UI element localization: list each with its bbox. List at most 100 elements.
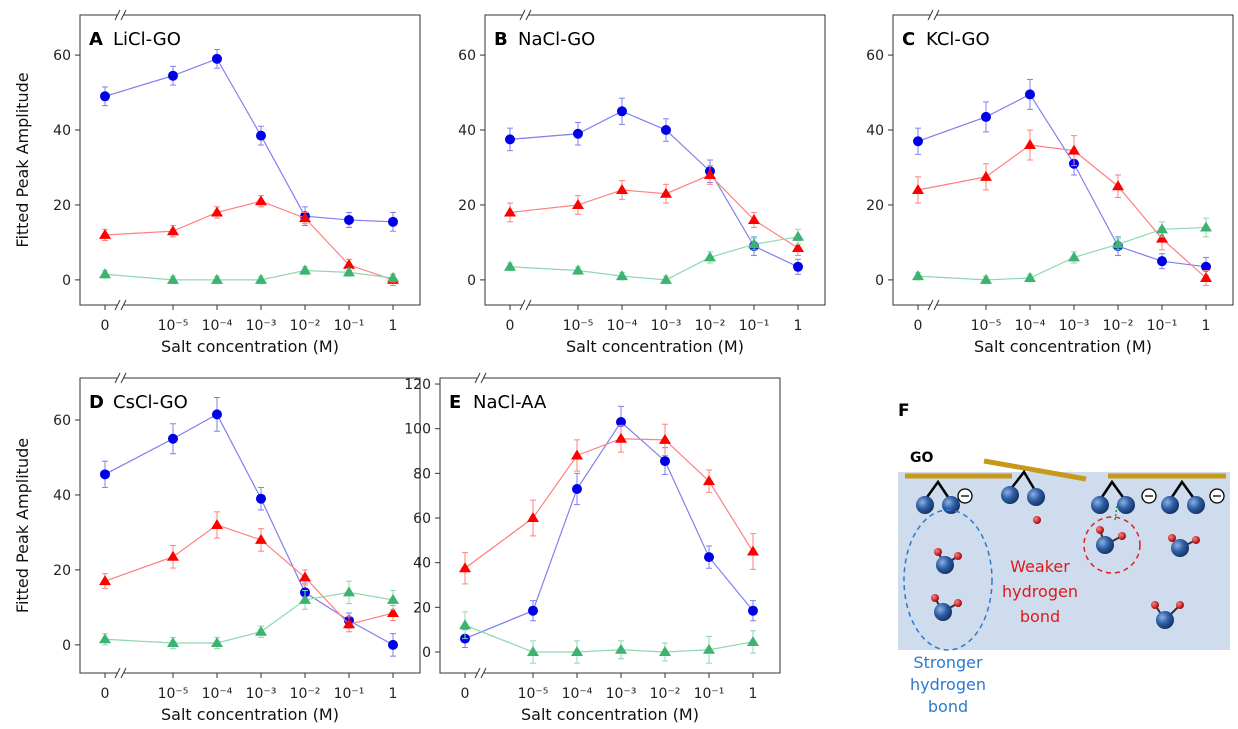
axis-break-gap	[931, 13, 936, 17]
panel-label: E	[449, 392, 461, 413]
axis-break	[927, 299, 934, 311]
point	[748, 605, 758, 616]
axis-break-gap	[523, 13, 528, 17]
point	[526, 512, 539, 523]
point	[1111, 180, 1124, 191]
point	[342, 618, 355, 629]
axis-break	[120, 667, 127, 679]
point	[167, 70, 178, 81]
point	[1023, 139, 1036, 150]
x-tick-label: 10⁻⁴	[562, 686, 593, 702]
y-tick-label: 0	[467, 273, 476, 289]
y-tick-label: 0	[875, 273, 884, 289]
point	[703, 251, 716, 262]
point	[615, 270, 628, 281]
y-tick-label: 40	[458, 123, 476, 139]
x-tick-label: 0	[506, 318, 515, 334]
axis-break-gap	[118, 376, 123, 380]
point	[298, 264, 311, 275]
series-line	[104, 58, 394, 223]
point	[166, 550, 179, 561]
point	[570, 449, 583, 460]
point	[659, 273, 672, 284]
point	[912, 270, 924, 281]
y-tick-label: 20	[53, 198, 71, 214]
axis-break	[120, 299, 127, 311]
point	[1200, 272, 1212, 283]
point	[99, 228, 111, 239]
x-tick-label: 0	[461, 686, 470, 702]
panel-label: A	[89, 29, 103, 50]
plot-frame	[79, 377, 421, 674]
point	[616, 106, 627, 117]
x-tick-label: 10⁻¹	[334, 686, 365, 702]
x-axis-label: Salt concentration (M)	[161, 337, 339, 356]
axis-break	[114, 9, 121, 21]
axis-break-gap	[931, 303, 936, 307]
x-tick-label: 1	[389, 318, 398, 334]
weak-label: Weaker	[1010, 557, 1070, 576]
point	[659, 187, 672, 198]
x-tick-label: 10⁻⁵	[518, 686, 549, 702]
point	[747, 213, 760, 224]
plot-frame	[439, 377, 781, 674]
y-tick-label: 40	[866, 123, 884, 139]
axis-break	[114, 667, 121, 679]
panel-title: NaCl-GO	[518, 29, 595, 50]
point	[979, 273, 992, 284]
point	[298, 571, 311, 582]
point	[166, 273, 179, 284]
panel-label: D	[89, 392, 104, 413]
point	[747, 635, 759, 646]
point	[99, 633, 111, 644]
y-axis-label: Fitted Peak Amplitude	[13, 72, 32, 247]
point	[702, 643, 715, 654]
point	[211, 53, 222, 64]
point	[747, 545, 759, 556]
axis-break-gap	[118, 671, 123, 675]
y-tick-label: 60	[413, 511, 431, 527]
point	[387, 593, 399, 604]
point	[210, 518, 223, 529]
x-tick-label: 10⁻²	[1103, 318, 1134, 334]
panel-label: F	[898, 401, 910, 421]
y-tick-label: 0	[422, 645, 431, 661]
x-tick-label: 10⁻¹	[694, 686, 725, 702]
x-tick-label: 10⁻¹	[1147, 318, 1178, 334]
x-tick-label: 1	[794, 318, 803, 334]
point	[1067, 144, 1080, 155]
point	[1200, 221, 1212, 232]
point	[702, 475, 715, 486]
x-tick-label: 10⁻⁵	[158, 686, 189, 702]
axis-break	[120, 9, 127, 21]
x-tick-label: 10⁻²	[290, 686, 321, 702]
point	[342, 266, 355, 277]
point	[1023, 272, 1036, 283]
x-axis-label: Salt concentration (M)	[521, 705, 699, 724]
x-tick-label: 1	[389, 686, 398, 702]
panel-label: B	[494, 29, 508, 50]
x-tick-label: 1	[749, 686, 758, 702]
point	[210, 273, 223, 284]
point	[459, 562, 471, 573]
point	[1155, 223, 1168, 234]
point	[254, 533, 267, 544]
y-tick-label: 0	[62, 638, 71, 654]
point	[166, 225, 179, 236]
plot-frame	[484, 14, 826, 306]
plot-frame	[892, 14, 1234, 306]
molecules	[916, 486, 1205, 629]
axis-break	[120, 372, 127, 384]
axis-break	[114, 372, 121, 384]
x-tick-label: 10⁻³	[651, 318, 682, 334]
point	[504, 206, 516, 217]
point	[298, 593, 311, 604]
series-line	[464, 421, 754, 640]
y-tick-label: 40	[53, 488, 71, 504]
y-axis-label: Fitted Peak Amplitude	[13, 438, 32, 613]
bonds	[923, 469, 1197, 501]
panel-title: NaCl-AA	[473, 392, 547, 413]
point	[1155, 232, 1168, 243]
y-tick-label: 60	[866, 48, 884, 64]
panel-label: C	[902, 29, 915, 50]
